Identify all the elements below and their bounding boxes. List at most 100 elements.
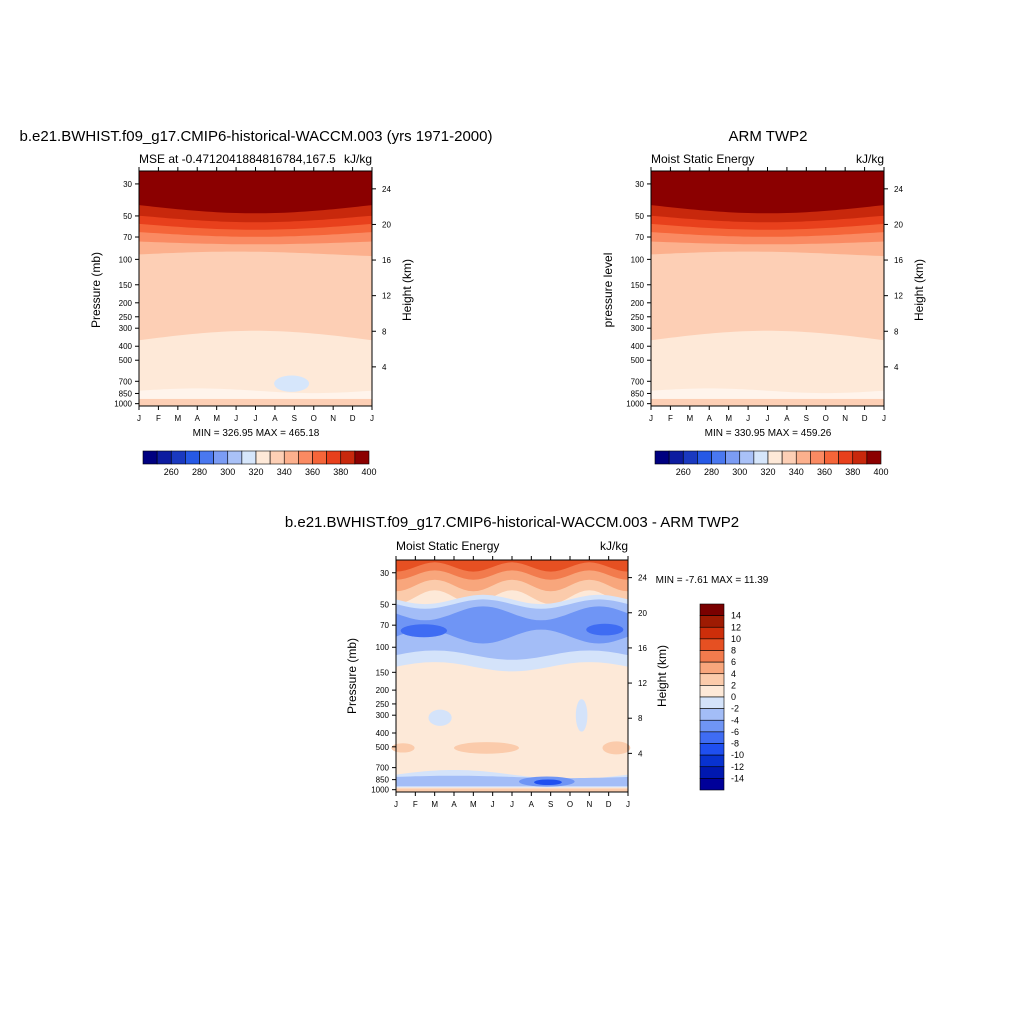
model-cbar-swatch: [156, 450, 172, 465]
panel-diff-field: [391, 560, 631, 792]
panel-obs-ylabel: pressure level: [601, 253, 615, 328]
model-xtick-label: F: [156, 414, 161, 423]
model-xtick-label: J: [234, 414, 238, 423]
model-ytick-label: 100: [119, 255, 133, 264]
obs-cbar-label: 320: [760, 467, 775, 477]
obs-ytick-right-label: 20: [894, 220, 903, 229]
diff-cbar-label: 2: [731, 680, 736, 690]
field-level-6: [651, 171, 884, 214]
model-ytick-label: 250: [119, 313, 133, 322]
diff-xtick-label: A: [451, 800, 457, 809]
model-ytick-right-label: 16: [382, 256, 391, 265]
panel-diff-left-label: Moist Static Energy: [396, 539, 499, 553]
obs-ytick-right-label: 8: [894, 327, 899, 336]
obs-cbar-swatch: [795, 450, 811, 465]
diff-ytick-label: 300: [376, 711, 390, 720]
field-lowlevel-band: [139, 388, 372, 399]
obs-cbar-swatch: [810, 450, 825, 465]
diff-ytick-label: 1000: [371, 786, 389, 795]
field-surface-band: [139, 398, 372, 406]
model-ytick-label: 200: [119, 299, 133, 308]
diff-cbar-swatch: [699, 708, 725, 721]
model-xtick-label: N: [330, 414, 336, 423]
panel-model: b.e21.BWHIST.f09_g17.CMIP6-historical-WA…: [20, 128, 493, 477]
model-ytick-right-label: 24: [382, 185, 391, 194]
diff-ytick-right-label: 8: [638, 714, 643, 723]
panel-obs-title: ARM TWP2: [729, 128, 808, 145]
model-xtick-label: J: [137, 414, 141, 423]
obs-ytick-label: 30: [635, 180, 644, 189]
diff-cbar-label: 6: [731, 657, 736, 667]
model-xtick-label: A: [195, 414, 201, 423]
obs-cbar-swatch: [824, 450, 839, 465]
model-cbar-label: 360: [305, 467, 320, 477]
model-xtick-label: S: [292, 414, 297, 423]
diff-ytick-label: 250: [376, 700, 390, 709]
diff-ytick-right-label: 24: [638, 574, 647, 583]
model-cbar-swatch: [269, 450, 285, 465]
obs-ytick-label: 70: [635, 233, 644, 242]
diff-cbar-swatch: [699, 719, 725, 733]
diff-cbar-label: 0: [731, 692, 736, 702]
model-cbar-label: 380: [333, 467, 348, 477]
obs-cbar-label: 260: [676, 467, 691, 477]
obs-xtick-label: J: [746, 414, 750, 423]
diff-cbar-label: 12: [731, 622, 741, 632]
diff-cbar-label: -4: [731, 715, 739, 725]
model-ytick-label: 1000: [114, 400, 132, 409]
obs-cbar-swatch: [852, 450, 868, 465]
diff-xtick-label: O: [567, 800, 573, 809]
obs-ytick-label: 250: [631, 313, 645, 322]
model-cbar-swatch: [199, 450, 214, 465]
model-cbar-label: 260: [164, 467, 179, 477]
panel-diff-minmax: MIN = -7.61 MAX = 11.39: [656, 575, 769, 586]
diff-xtick-label: J: [626, 800, 630, 809]
field-lowlevel-band: [651, 388, 884, 399]
diff-cbar-swatch: [699, 638, 725, 651]
model-xtick-label: J: [254, 414, 258, 423]
panel-model-minmax: MIN = 326.95 MAX = 465.18: [193, 428, 320, 439]
diff-ytick-right-label: 4: [638, 749, 643, 758]
obs-xtick-label: S: [804, 414, 809, 423]
obs-xtick-label: M: [725, 414, 732, 423]
model-ytick-label: 500: [119, 356, 133, 365]
diff-fill-base: [396, 560, 628, 792]
panel-diff-axes: J F M A M J J A S O N D J 30 50 70 100 150 200 250 300 400 500…: [371, 556, 647, 809]
obs-ytick-right-label: 4: [894, 363, 899, 372]
panel-model-axes: J F M A M J J A S O N D J 30 50 70 100 150 200 250 300 400 500…: [114, 167, 391, 423]
diff-ytick-right-label: 16: [638, 644, 647, 653]
model-xtick-label: O: [311, 414, 317, 423]
diff-ytick-label: 30: [380, 569, 389, 578]
model-cbar-swatch: [185, 450, 200, 465]
obs-ytick-label: 850: [631, 389, 645, 398]
diff-cold-core-1: [400, 624, 448, 638]
diff-surface: [396, 788, 628, 792]
diff-cbar-swatch: [699, 650, 725, 663]
obs-ytick-label: 150: [631, 281, 645, 290]
obs-cbar-swatch: [668, 450, 684, 465]
obs-cbar-swatch: [682, 450, 698, 465]
obs-ytick-label: 400: [631, 342, 645, 351]
panel-diff-ylabel: Pressure (mb): [345, 638, 359, 714]
panel-diff: b.e21.BWHIST.f09_g17.CMIP6-historical-WA…: [285, 514, 769, 809]
panel-obs-colorbar: 260 280 300 320 340 360 380 400: [654, 450, 889, 477]
model-xtick-label: A: [272, 414, 278, 423]
obs-xtick-label: J: [882, 414, 886, 423]
diff-ytick-right-label: 12: [638, 679, 647, 688]
diff-cbar-label: -12: [731, 762, 744, 772]
model-cbar-swatch: [170, 450, 186, 465]
obs-ytick-label: 700: [631, 377, 645, 386]
model-cbar-swatch: [213, 450, 229, 465]
panel-obs-minmax: MIN = 330.95 MAX = 459.26: [705, 428, 832, 439]
obs-xtick-label: O: [823, 414, 829, 423]
diff-cbar-swatch: [699, 685, 725, 698]
diff-xtick-label: M: [470, 800, 477, 809]
diff-cbar-swatch: [699, 661, 725, 675]
model-cbar-swatch: [142, 450, 158, 465]
diff-ytick-label: 200: [376, 686, 390, 695]
model-cbar-swatch: [298, 450, 313, 465]
panel-model-field: [139, 171, 372, 406]
model-ytick-right-label: 12: [382, 292, 391, 301]
